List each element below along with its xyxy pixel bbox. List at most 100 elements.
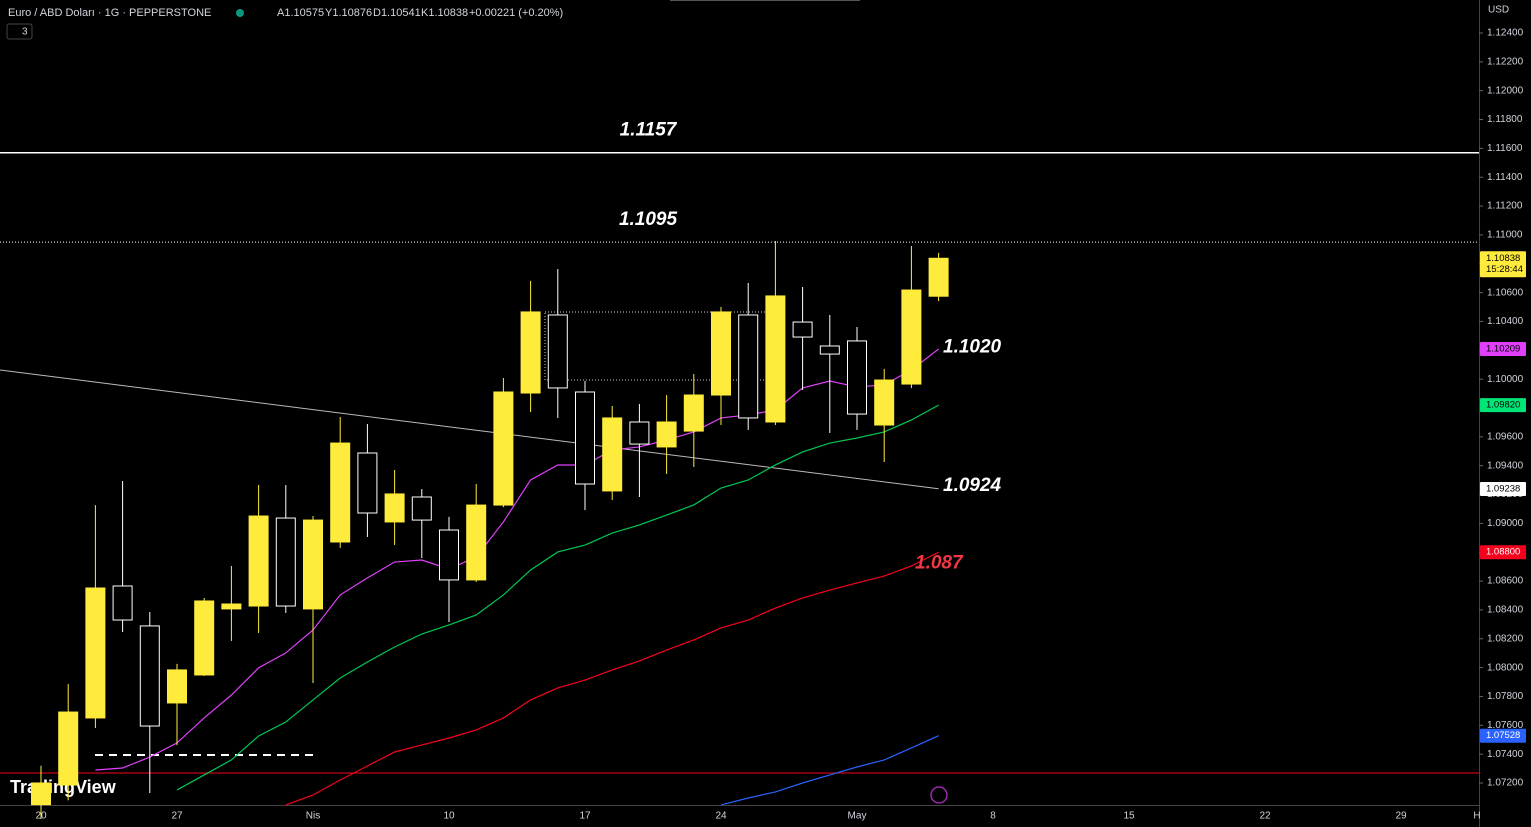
y-tick-label: 1.11200 <box>1487 201 1523 212</box>
candle-body <box>765 295 786 423</box>
ohlc-change: +0.00221 (+0.20%) <box>469 7 563 19</box>
y-tick-label: 1.07800 <box>1487 691 1524 702</box>
ohlc-low: D1.10541 <box>373 7 421 19</box>
y-tick-label: 1.09400 <box>1487 460 1524 471</box>
candle-body <box>847 340 867 415</box>
indicator-count[interactable]: 3 <box>22 27 28 38</box>
candle-body <box>656 421 677 448</box>
y-tick-label: 1.11000 <box>1487 230 1523 241</box>
candle-body <box>547 314 568 389</box>
ohlc-high: Y1.10876 <box>325 7 372 19</box>
trend-line <box>0 369 939 490</box>
y-tick-label: 1.08000 <box>1487 662 1524 673</box>
candle-body <box>520 311 541 394</box>
candle-body <box>194 600 215 676</box>
price-tag <box>1480 251 1526 278</box>
y-tick-label: 1.12000 <box>1487 85 1524 96</box>
candle-body <box>384 493 405 523</box>
y-tick-label: 1.12400 <box>1487 28 1524 39</box>
y-tick-label: 1.07200 <box>1487 778 1524 789</box>
line-label: 1.087 <box>915 553 964 574</box>
moving-average <box>95 348 939 771</box>
price-tag-label: 1.08800 <box>1486 547 1520 558</box>
indicator-toggle[interactable] <box>6 23 33 40</box>
y-tick-label: 1.08400 <box>1487 605 1524 616</box>
candle-body <box>411 496 432 521</box>
candle-body <box>901 289 922 385</box>
price-tag <box>1480 728 1526 743</box>
level-label: 1.1157 <box>620 120 678 141</box>
y-tick-label: 1.10400 <box>1487 316 1524 327</box>
candle-body <box>330 442 351 543</box>
price-tag <box>1480 342 1526 357</box>
candle-body <box>167 669 187 704</box>
line-label: 1.0924 <box>943 475 1002 496</box>
x-tick-label: 27 <box>171 811 183 822</box>
line-label: 1.1020 <box>943 336 1002 357</box>
ohlc-open: A1.10575 <box>277 7 324 19</box>
price-tag-label: 1.07528 <box>1486 730 1520 741</box>
y-tick-label: 1.10600 <box>1487 287 1524 298</box>
level-label: 1.1095 <box>619 209 678 230</box>
candle-body <box>221 603 242 610</box>
x-tick-label: 24 <box>715 811 727 822</box>
candle-body <box>466 504 487 581</box>
candle-body <box>738 314 759 419</box>
candle-body <box>629 421 650 445</box>
y-tick-label: 1.11400 <box>1487 172 1523 183</box>
y-tick-label: 1.07600 <box>1487 720 1524 731</box>
candle-body <box>58 711 79 786</box>
x-tick-label: May <box>848 811 867 822</box>
candle-body <box>819 345 840 355</box>
event-icon <box>930 786 948 804</box>
candle-body <box>248 515 269 607</box>
price-tag-label: 1.10838 <box>1486 253 1520 264</box>
candle-body <box>439 529 459 581</box>
y-tick-label: 1.08600 <box>1487 576 1524 587</box>
price-tag <box>1480 545 1526 560</box>
y-tick-label: 1.12200 <box>1487 56 1524 67</box>
currency[interactable]: USD <box>1488 5 1509 16</box>
candle-body <box>602 417 623 492</box>
y-tick-label: 1.10000 <box>1487 374 1524 385</box>
x-tick-label: 17 <box>579 811 591 822</box>
x-tick-label: 15 <box>1123 811 1135 822</box>
moving-average <box>176 404 939 791</box>
moving-average <box>285 551 939 806</box>
candle-body <box>792 321 813 338</box>
price-tag-label: 1.10209 <box>1486 344 1520 355</box>
candle-body <box>139 625 160 727</box>
candle-body <box>85 587 106 719</box>
x-tick-label: 10 <box>443 811 455 822</box>
candle-body <box>874 379 895 426</box>
moving-average <box>720 735 939 806</box>
status-dot <box>236 9 244 17</box>
candle-body <box>31 782 51 806</box>
price-tag <box>1480 482 1526 497</box>
candle-body <box>575 391 595 485</box>
candle-body <box>683 394 704 432</box>
symbol: Euro / ABD Doları · 1G · PEPPERSTONE <box>8 7 211 19</box>
y-tick-label: 1.07400 <box>1487 749 1524 760</box>
x-tick-label: Nis <box>306 811 320 822</box>
price-tag-label: 1.09238 <box>1486 484 1520 495</box>
x-tick-label: 29 <box>1395 811 1407 822</box>
x-tick-label: H <box>1473 811 1480 822</box>
countdown: 15:28:44 <box>1486 264 1523 275</box>
y-tick-label: 1.11600 <box>1487 143 1523 154</box>
y-tick-label: 1.09000 <box>1487 518 1524 529</box>
x-tick-label: 8 <box>990 811 996 822</box>
y-tick-label: 1.11800 <box>1487 114 1523 125</box>
x-tick-label: 22 <box>1259 811 1271 822</box>
candle-body <box>357 452 378 514</box>
price-tag <box>1480 398 1526 413</box>
candle-body <box>303 519 323 610</box>
y-tick-label: 1.08200 <box>1487 633 1524 644</box>
candle-body <box>711 311 731 396</box>
price-tag-label: 1.09820 <box>1486 400 1520 411</box>
candle-body <box>928 257 949 297</box>
candle-body <box>112 585 133 621</box>
candle-body <box>275 517 296 607</box>
y-tick-label: 1.09600 <box>1487 431 1524 442</box>
